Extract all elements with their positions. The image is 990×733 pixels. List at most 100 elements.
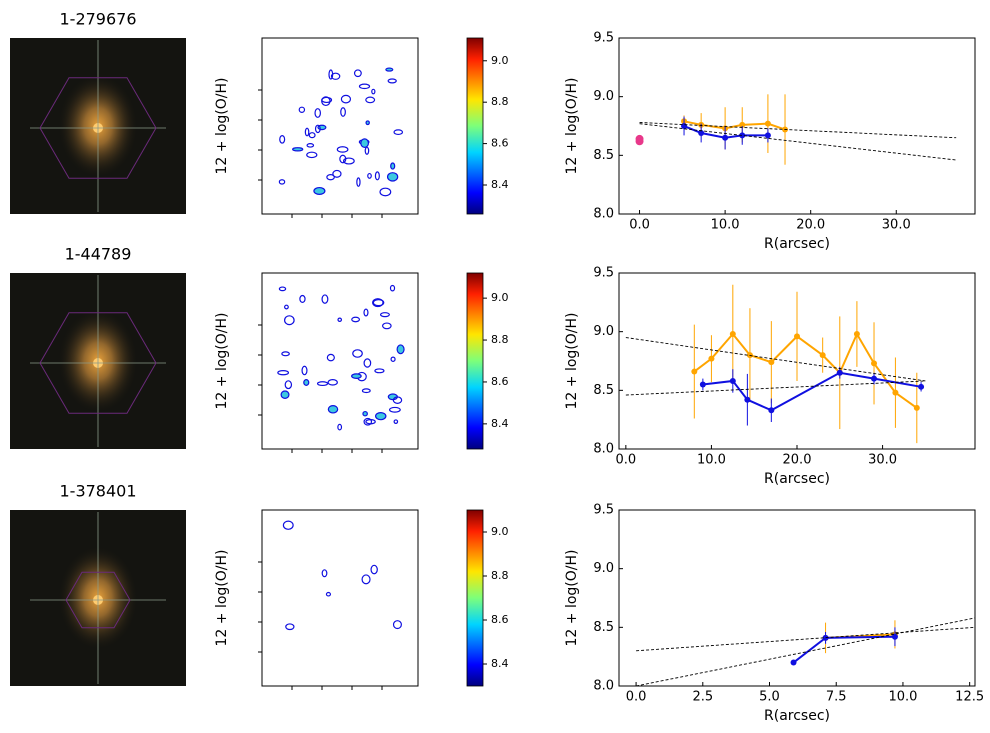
contour: [343, 157, 355, 165]
y-axis-label: 12 + log(O/H): [564, 78, 580, 175]
x-axis-label: R(arcsec): [764, 708, 830, 724]
contour: [393, 129, 404, 136]
colorbar: [466, 509, 484, 687]
contour: [358, 83, 371, 90]
contour: [332, 169, 342, 178]
y-tick-label: 9.0: [593, 324, 614, 339]
contour: [284, 315, 295, 326]
contour: [351, 316, 361, 323]
contour: [393, 419, 399, 425]
map-frame: [261, 509, 419, 687]
x-axis-label: R(arcsec): [764, 471, 830, 487]
data-point: [794, 333, 800, 340]
colorbar-tick-label: 8.8: [491, 95, 509, 108]
contour: [292, 147, 304, 152]
contour: [360, 138, 370, 148]
colorbar-tick-label: 8.8: [491, 333, 509, 346]
galaxy-id: 1-279676: [59, 10, 136, 29]
contour: [381, 322, 392, 330]
data-point: [739, 121, 746, 128]
colorbar-tick-label: 8.4: [491, 657, 509, 670]
contour: [356, 177, 361, 187]
plot-frame: [618, 37, 976, 215]
colorbar-tick-label: 9.0: [491, 525, 509, 538]
y-tick-label: 9.0: [593, 561, 614, 576]
contour: [364, 146, 370, 155]
contour: [313, 186, 326, 195]
y-tick-label: 9.5: [593, 266, 614, 281]
map-frame: [261, 272, 419, 450]
data-point: [722, 134, 729, 141]
contour: [380, 312, 390, 318]
x-tick-label: 30.0: [868, 453, 897, 468]
x-tick-label: 20.0: [796, 218, 825, 233]
galaxy-id: 1-378401: [59, 482, 136, 501]
contour: [277, 370, 290, 376]
data-point: [892, 389, 899, 396]
contour: [278, 286, 287, 292]
x-tick-label: 2.5: [692, 690, 713, 705]
contour: [390, 162, 396, 170]
fit-line: [639, 122, 957, 139]
colorbar-tick-label: 9.0: [491, 291, 509, 304]
x-tick-label: 10.0: [697, 453, 726, 468]
contour: [365, 120, 370, 126]
contour: [351, 373, 362, 379]
x-tick-label: 12.5: [955, 690, 984, 705]
contour: [321, 569, 328, 578]
data-point: [744, 396, 751, 403]
colorbar: [466, 37, 484, 215]
contour: [371, 88, 376, 95]
contour: [306, 143, 315, 148]
plot-frame: [618, 509, 976, 687]
contour: [367, 172, 372, 179]
data-point: [822, 634, 829, 641]
data-point: [836, 369, 843, 376]
contour: [304, 127, 310, 137]
contour: [363, 358, 372, 368]
colorbar: [466, 272, 484, 450]
profile-line: [792, 635, 895, 664]
data-point: [708, 355, 715, 362]
map-frame: [261, 37, 419, 215]
contour: [361, 388, 371, 394]
data-point: [698, 130, 705, 137]
galaxy-id: 1-44789: [65, 245, 132, 264]
contour: [284, 304, 289, 310]
y-axis-label: 12 + log(O/H): [564, 550, 580, 647]
x-tick-label: 20.0: [783, 453, 812, 468]
colorbar-tick-label: 8.8: [491, 569, 509, 582]
contour: [327, 379, 338, 386]
ifu-hexagon: [39, 77, 157, 179]
colorbar-tick-label: 8.6: [491, 137, 509, 150]
contour: [326, 174, 335, 181]
contour: [385, 67, 394, 72]
contour: [326, 353, 335, 362]
y-tick-label: 8.5: [593, 383, 614, 398]
contour: [321, 96, 331, 107]
contour: [372, 299, 385, 307]
y-tick-label: 8.0: [593, 679, 614, 694]
data-point: [871, 375, 878, 382]
contour: [386, 172, 399, 182]
fit-line: [636, 626, 976, 652]
y-tick-label: 8.0: [593, 442, 614, 457]
colorbar-tick-label: 8.4: [491, 417, 509, 430]
contour: [392, 620, 402, 630]
contour: [284, 380, 293, 390]
colorbar-tick-label: 8.6: [491, 375, 509, 388]
data-point: [853, 331, 860, 338]
contour: [330, 72, 341, 80]
data-point: [739, 132, 746, 139]
fit-line: [635, 617, 976, 687]
contour: [278, 179, 286, 185]
ifu-hexagon: [39, 312, 157, 414]
x-tick-label: 7.5: [826, 690, 847, 705]
contour: [327, 404, 339, 414]
map-ylabel: 12 + log(O/H): [214, 550, 230, 647]
contour: [314, 108, 321, 118]
data-point: [918, 383, 925, 390]
contour: [340, 107, 346, 117]
colorbar-tick-label: 8.6: [491, 613, 509, 626]
contour: [336, 146, 349, 153]
